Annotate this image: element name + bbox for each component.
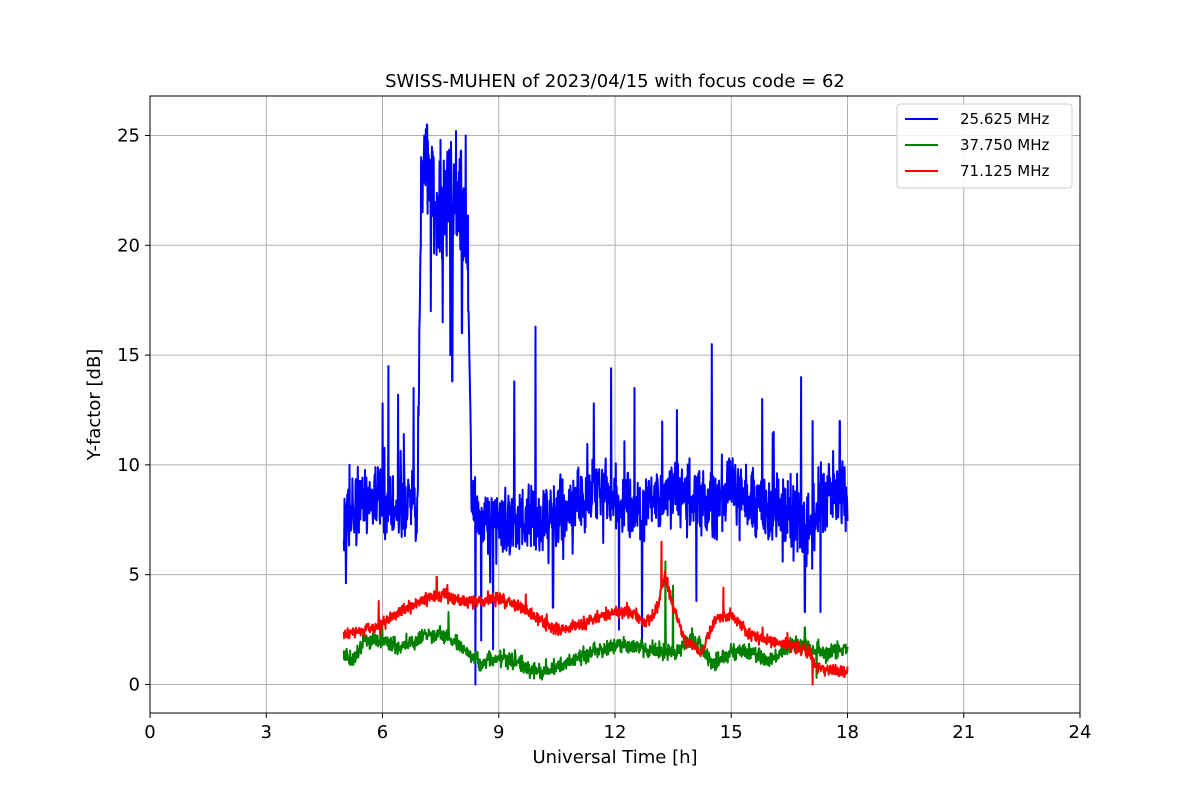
plot-area bbox=[342, 123, 849, 686]
x-tick-label: 12 bbox=[604, 722, 627, 743]
legend-label: 25.625 MHz bbox=[960, 110, 1049, 128]
legend-label: 37.750 MHz bbox=[960, 136, 1049, 154]
x-tick-label: 9 bbox=[493, 722, 504, 743]
y-tick-label: 25 bbox=[117, 126, 140, 147]
series-line-25-625-mhz bbox=[342, 123, 849, 686]
x-tick-label: 3 bbox=[261, 722, 272, 743]
x-tick-label: 15 bbox=[720, 722, 743, 743]
x-tick-label: 24 bbox=[1069, 722, 1092, 743]
legend-box bbox=[896, 103, 1073, 189]
x-tick-label: 21 bbox=[952, 722, 975, 743]
series-lines bbox=[342, 123, 849, 686]
y-tick-label: 5 bbox=[129, 565, 140, 586]
axis-ticks: 0 3 6 9 12 15 18 21 24 0 5 10 15 20 25 bbox=[117, 126, 1091, 743]
x-tick-label: 18 bbox=[836, 722, 859, 743]
x-tick-label: 0 bbox=[144, 722, 155, 743]
x-tick-label: 6 bbox=[377, 722, 388, 743]
series-line-37-750-mhz bbox=[342, 560, 849, 681]
y-axis-label: Y-factor [dB] bbox=[84, 349, 105, 462]
y-tick-label: 15 bbox=[117, 345, 140, 366]
y-tick-label: 0 bbox=[129, 674, 140, 695]
legend-label: 71.125 MHz bbox=[960, 162, 1049, 180]
y-tick-label: 20 bbox=[117, 235, 140, 256]
chart-title: SWISS-MUHEN of 2023/04/15 with focus cod… bbox=[385, 71, 845, 92]
series-line-71-125-mhz bbox=[342, 540, 849, 686]
y-tick-label: 10 bbox=[117, 455, 140, 476]
x-axis-label: Universal Time [h] bbox=[532, 747, 697, 768]
legend: 25.625 MHz 37.750 MHz 71.125 MHz bbox=[896, 103, 1073, 189]
